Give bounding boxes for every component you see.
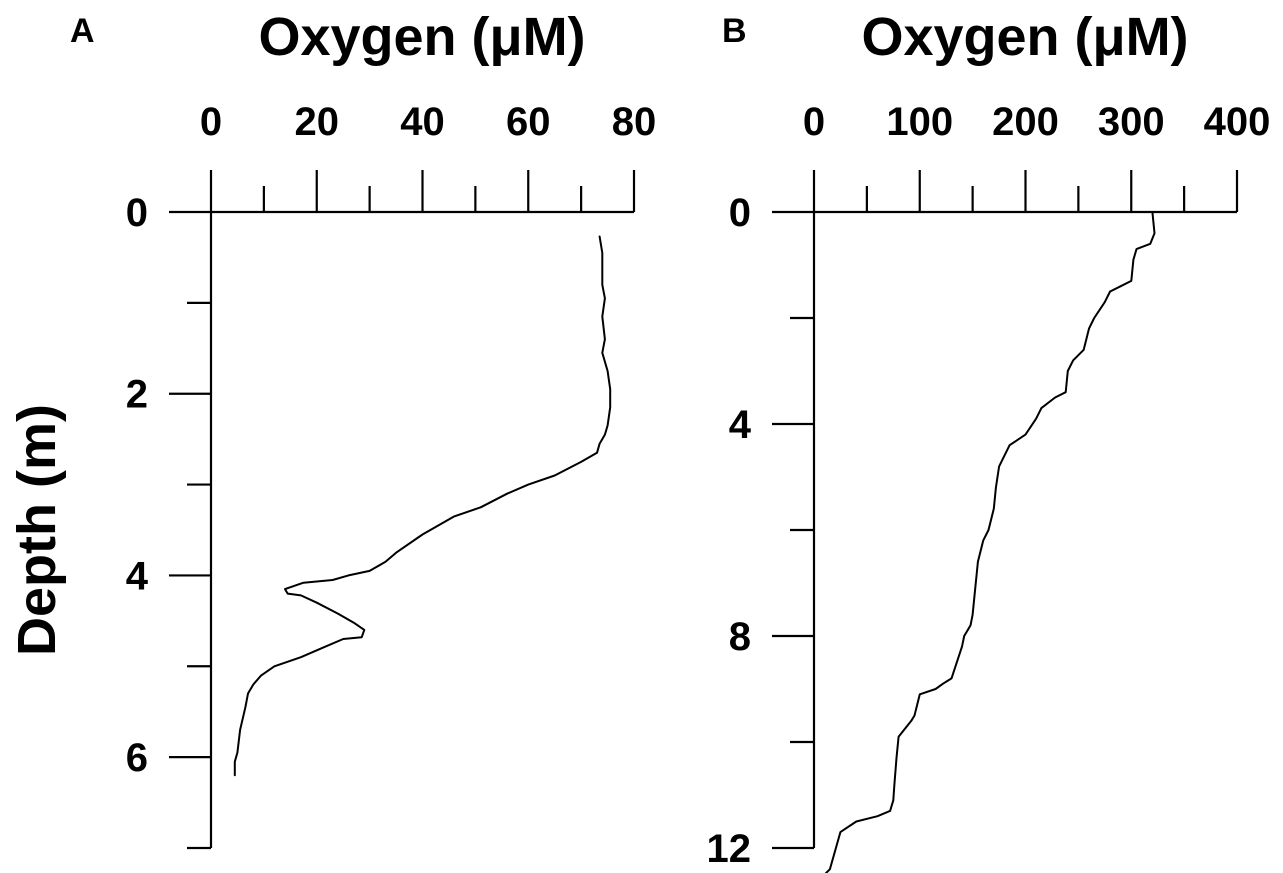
panel-b-y-tick-label: 4: [729, 403, 752, 447]
panel-a-y-tick-label: 4: [126, 554, 149, 598]
panel-a-x-tick-label: 20: [295, 100, 340, 144]
panel-b-label: B: [722, 12, 747, 50]
y-axis-label: Depth (m): [7, 404, 67, 656]
panel-a-x-tick-label: 0: [200, 100, 222, 144]
panel-a-oxygen-profile-line: [233, 235, 612, 777]
panel-b-x-tick-label: 100: [886, 100, 953, 144]
panel-a-y-tick-label: 6: [126, 736, 148, 780]
panel-b-x-axis-label: Oxygen (μM): [861, 7, 1188, 67]
panel-b-ticks: 0 100 200 300 400 0 4 8 12: [707, 100, 1271, 871]
panel-a-x-tick-label: 40: [400, 100, 445, 144]
panel-a-label: A: [70, 12, 95, 50]
panel-b-x-tick-label: 300: [1098, 100, 1165, 144]
panel-b: B Oxygen (μM) 0 100 200 300 400 0 4 8 12: [707, 7, 1271, 873]
panel-b-oxygen-profile-line: [824, 211, 1156, 873]
panel-a-x-tick-label: 80: [612, 100, 657, 144]
panel-a-ticks: 0 20 40 60 80 0 2 4 6: [126, 100, 657, 850]
panel-a-y-tick-label: 0: [126, 191, 148, 235]
panel-b-x-tick-label: 0: [803, 100, 825, 144]
panel-b-x-tick-label: 400: [1204, 100, 1271, 144]
panel-b-x-tick-label: 200: [992, 100, 1059, 144]
panel-a-y-tick-label: 2: [126, 373, 148, 417]
panel-a-x-tick-label: 60: [506, 100, 551, 144]
panel-b-y-tick-label: 0: [729, 191, 751, 235]
panel-b-y-tick-label: 8: [729, 615, 751, 659]
panel-a-x-axis-label: Oxygen (μM): [258, 7, 585, 67]
panel-a: A Oxygen (μM) Depth (m) 0 20 40 60 80 0 2 4 6: [7, 7, 657, 850]
panel-b-y-tick-label: 12: [707, 827, 752, 871]
